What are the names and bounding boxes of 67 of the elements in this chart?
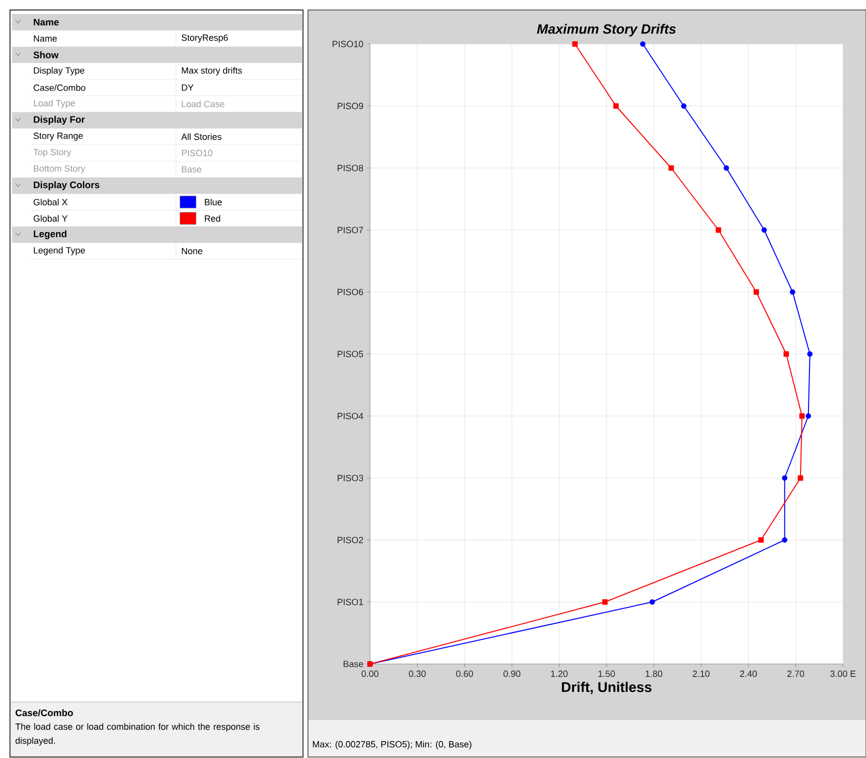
x-tick-label: 0.00 bbox=[362, 670, 378, 677]
text: Bottom Story bbox=[34, 165, 86, 174]
text: Blue bbox=[204, 198, 222, 206]
text: None bbox=[182, 248, 202, 254]
point bbox=[650, 599, 655, 605]
x-tick-label: 1.50 bbox=[598, 670, 615, 677]
x-tick-label: 2.10 bbox=[692, 670, 710, 677]
text: Red bbox=[204, 215, 220, 222]
x-tick-label: 1.80 bbox=[646, 670, 662, 677]
text: Case/Combo bbox=[16, 709, 73, 716]
point bbox=[602, 599, 608, 605]
point bbox=[798, 475, 804, 481]
y-tick-label: PISO10 bbox=[332, 40, 364, 48]
text: Base bbox=[182, 166, 202, 172]
text: Max story drifts bbox=[182, 67, 242, 76]
y-tick-label: PISO8 bbox=[338, 164, 364, 172]
y-tick-label: PISO6 bbox=[338, 288, 364, 296]
text: Legend Type bbox=[34, 246, 85, 256]
y-tick-label: PISO9 bbox=[338, 102, 364, 110]
text: All Stories bbox=[181, 133, 222, 140]
y-tick-label: PISO4 bbox=[338, 412, 364, 420]
text: Load Type bbox=[34, 100, 75, 108]
text: Global Y bbox=[34, 215, 68, 222]
y-tick-label: PISO3 bbox=[338, 474, 364, 482]
x-tick-label: 0.30 bbox=[408, 670, 426, 677]
y-tick-label: PISO5 bbox=[338, 350, 364, 358]
text: Global X bbox=[34, 198, 68, 206]
text: Display Colors bbox=[34, 181, 100, 190]
y-tick-label: Base bbox=[344, 660, 364, 668]
chart-title: Maximum Story Drifts bbox=[536, 24, 676, 36]
x-tick-label: 3.00 E bbox=[830, 670, 856, 677]
point bbox=[782, 475, 788, 481]
point bbox=[761, 227, 767, 233]
point bbox=[806, 413, 812, 419]
point bbox=[784, 351, 789, 357]
text: Load Case bbox=[182, 100, 224, 108]
y-tick-label: PISO2 bbox=[338, 536, 364, 544]
point bbox=[724, 165, 730, 171]
point bbox=[640, 41, 646, 47]
text: Legend bbox=[34, 230, 66, 240]
x-tick-label: 2.70 bbox=[787, 670, 804, 677]
text: Name bbox=[34, 18, 59, 26]
text: Case/Combo bbox=[34, 84, 86, 91]
x-tick-label: 0.60 bbox=[456, 670, 474, 677]
text: Top Story bbox=[33, 148, 72, 158]
point bbox=[807, 351, 813, 357]
x-tick-label: 2.40 bbox=[740, 670, 757, 677]
text: DY bbox=[182, 84, 194, 91]
text: Display For bbox=[34, 116, 85, 125]
y-tick-label: PISO1 bbox=[338, 598, 364, 606]
point bbox=[668, 165, 674, 171]
y-tick-label: PISO7 bbox=[338, 226, 364, 234]
text: PISO10 bbox=[182, 150, 212, 156]
point bbox=[782, 537, 788, 543]
point bbox=[790, 289, 796, 295]
text: StoryResp6 bbox=[182, 34, 228, 43]
text: Show bbox=[33, 51, 59, 58]
point bbox=[681, 103, 686, 109]
text: Max: (0.002785, PISO5); Min: (0, Base) bbox=[312, 740, 472, 750]
text: Story Range bbox=[34, 132, 83, 141]
x-axis-title: Drift, Unitless bbox=[562, 682, 652, 694]
text: Display Type bbox=[34, 67, 84, 76]
text: The load case or load combination for which the response is displayed. bbox=[15, 723, 260, 746]
x-tick-label: 1.20 bbox=[551, 670, 568, 677]
x-tick-label: 0.90 bbox=[503, 670, 520, 677]
text: Name bbox=[34, 35, 57, 42]
point bbox=[754, 289, 759, 295]
